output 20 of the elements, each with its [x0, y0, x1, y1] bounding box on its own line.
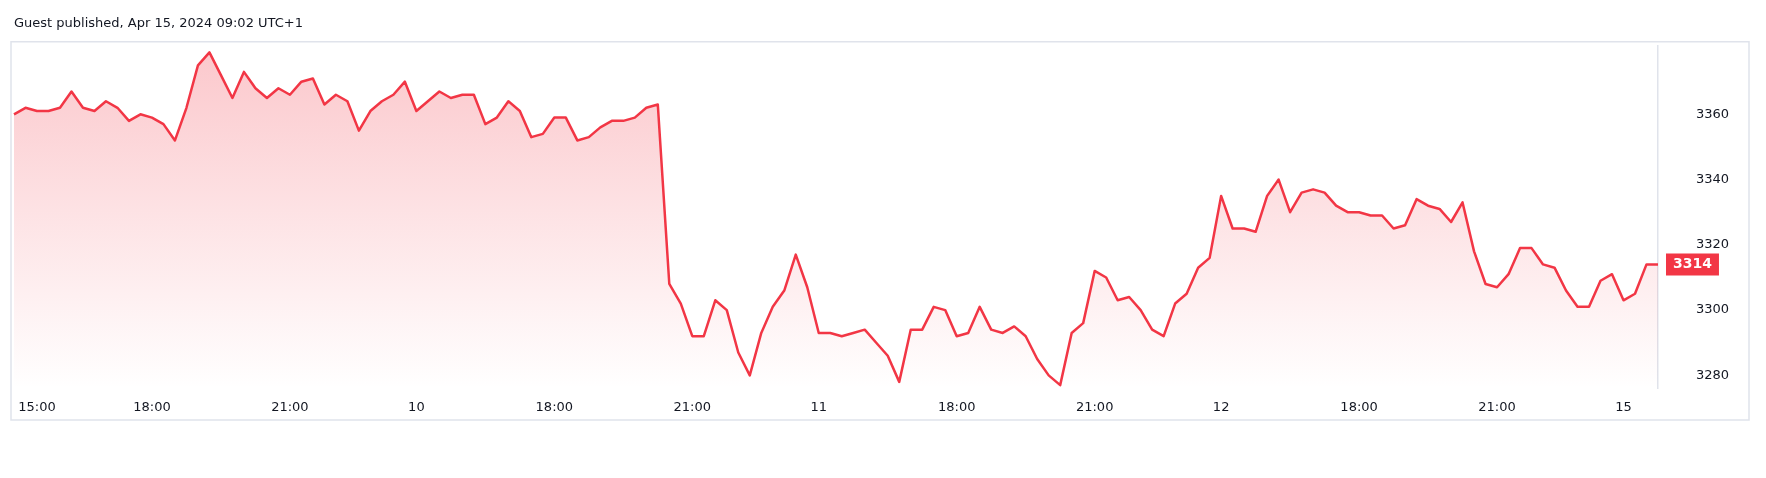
x-tick-label: 18:00	[535, 398, 574, 414]
x-tick-label: 21:00	[271, 398, 309, 414]
x-tick-label: 15	[1615, 398, 1632, 414]
x-tick-label: 15:00	[18, 398, 56, 414]
y-tick-label: 3320	[1696, 236, 1730, 252]
y-tick-label: 3280	[1696, 366, 1730, 382]
x-tick-label: 12	[1212, 398, 1230, 414]
text: 3314	[1673, 255, 1713, 272]
chart-title: Guest published, Apr 15, 2024 09:02 UTC+1	[14, 15, 303, 31]
y-tick-label: 3340	[1696, 170, 1730, 186]
x-tick-label: 18:00	[1340, 398, 1378, 414]
y-tick-label: 3300	[1696, 301, 1730, 317]
x-tick-label: 10	[408, 398, 425, 414]
x-tick-label: 18:00	[133, 398, 171, 414]
x-tick-label: 21:00	[673, 398, 712, 414]
x-tick-label: 18:00	[937, 398, 976, 414]
x-tick-label: 21:00	[1075, 398, 1114, 414]
x-tick-label: 21:00	[1478, 398, 1516, 414]
x-tick-label: 11	[810, 398, 828, 414]
y-tick-label: 3360	[1696, 105, 1730, 121]
